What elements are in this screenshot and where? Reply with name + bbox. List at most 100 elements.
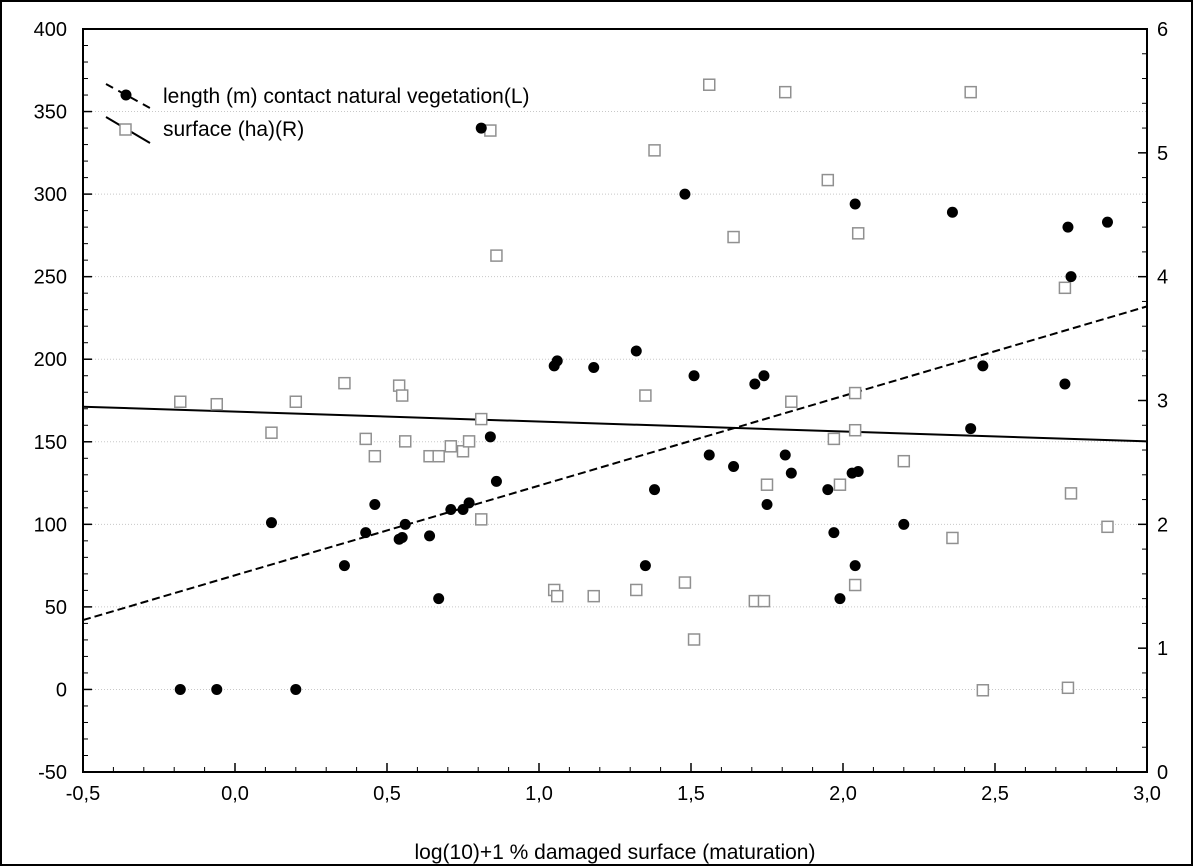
y-left-tick-label: 50 bbox=[45, 597, 67, 619]
point-length bbox=[475, 122, 487, 134]
point-surface bbox=[550, 589, 564, 603]
point-surface bbox=[265, 426, 278, 439]
point-surface bbox=[359, 432, 372, 446]
point-length bbox=[779, 449, 791, 461]
point-surface bbox=[474, 412, 488, 426]
point-surface bbox=[648, 144, 661, 157]
x-tick-label: 2,0 bbox=[829, 783, 857, 805]
legend-open-square-icon bbox=[119, 123, 132, 136]
legend-filled-circle-icon bbox=[120, 89, 132, 101]
point-length bbox=[639, 560, 651, 572]
point-length bbox=[588, 361, 600, 373]
point-surface bbox=[474, 513, 488, 526]
y-left-tick-label: 200 bbox=[34, 349, 67, 371]
point-length bbox=[977, 360, 989, 372]
point-length bbox=[338, 560, 350, 572]
point-length bbox=[360, 527, 372, 539]
point-length bbox=[849, 560, 861, 572]
point-surface bbox=[338, 376, 351, 390]
point-length bbox=[174, 683, 186, 695]
point-surface bbox=[827, 432, 841, 446]
point-length bbox=[679, 188, 691, 200]
point-surface bbox=[678, 576, 692, 589]
y-right-tick-label: 4 bbox=[1157, 267, 1168, 289]
point-length bbox=[369, 499, 381, 511]
axis-tick-labels: -50 0 50 100 150 200 250 300 350 400 0 1 2 3 4 5 6 -0,5 0,… bbox=[34, 19, 1169, 805]
point-surface bbox=[778, 85, 792, 99]
legend-item-surface: surface (ha)(R) bbox=[105, 116, 304, 144]
point-length bbox=[785, 467, 797, 479]
point-length bbox=[630, 345, 642, 357]
y-right-tick-label: 3 bbox=[1157, 391, 1168, 413]
x-tick-label: 2,5 bbox=[981, 783, 1009, 805]
point-surface bbox=[444, 440, 458, 453]
axis-ticks bbox=[82, 28, 1148, 773]
point-length bbox=[424, 530, 436, 542]
point-length bbox=[463, 497, 475, 509]
point-surface bbox=[687, 633, 701, 646]
point-length bbox=[551, 355, 563, 367]
point-surface bbox=[702, 78, 716, 91]
x-tick-label: 1,0 bbox=[525, 783, 553, 805]
point-surface bbox=[833, 478, 847, 491]
point-length bbox=[1101, 216, 1113, 228]
point-surface bbox=[1061, 681, 1075, 695]
point-length bbox=[852, 465, 864, 477]
point-surface bbox=[976, 684, 990, 697]
y-right-tick-label: 1 bbox=[1157, 638, 1168, 660]
point-length bbox=[828, 527, 840, 539]
y-right-tick-label: 0 bbox=[1157, 762, 1168, 784]
point-surface bbox=[1101, 520, 1114, 534]
y-left-tick-label: 100 bbox=[34, 514, 67, 536]
point-length bbox=[761, 499, 773, 511]
point-surface bbox=[848, 423, 862, 437]
legend: length (m) contact natural vegetation(L)… bbox=[105, 83, 530, 144]
gridlines bbox=[83, 111, 1147, 690]
y-left-tick-label: 400 bbox=[34, 19, 67, 41]
x-tick-label: 0,5 bbox=[373, 783, 401, 805]
point-surface bbox=[490, 249, 503, 262]
x-tick-label: 3,0 bbox=[1133, 783, 1161, 805]
point-surface bbox=[848, 578, 862, 592]
point-length bbox=[822, 484, 834, 496]
y-left-tick-label: 300 bbox=[34, 184, 67, 206]
y-right-tick-label: 2 bbox=[1157, 514, 1168, 536]
point-length bbox=[946, 206, 958, 218]
point-surface bbox=[757, 594, 771, 608]
legend-label-length: length (m) contact natural vegetation(L) bbox=[163, 85, 530, 108]
legend-item-length: length (m) contact natural vegetation(L) bbox=[105, 83, 530, 109]
point-surface bbox=[1064, 487, 1078, 500]
point-surface bbox=[727, 230, 740, 244]
point-surface bbox=[897, 454, 911, 468]
point-length bbox=[396, 532, 408, 544]
point-surface bbox=[821, 173, 835, 187]
point-surface bbox=[639, 389, 652, 402]
point-length bbox=[265, 517, 277, 529]
y-left-tick-label: 0 bbox=[56, 679, 67, 701]
point-length bbox=[849, 198, 861, 210]
point-surface bbox=[1058, 281, 1072, 295]
point-length bbox=[649, 484, 661, 496]
point-surface bbox=[395, 389, 409, 402]
point-length bbox=[758, 370, 770, 382]
point-surface bbox=[210, 397, 224, 411]
point-surface bbox=[587, 589, 600, 603]
point-length bbox=[1065, 271, 1077, 283]
point-length bbox=[433, 593, 445, 605]
point-length bbox=[688, 370, 700, 382]
y-right-tick-label: 5 bbox=[1157, 143, 1168, 165]
point-surface bbox=[630, 583, 643, 597]
point-surface bbox=[964, 85, 977, 99]
fit-line-length bbox=[82, 305, 1148, 622]
point-surface bbox=[946, 531, 959, 545]
point-length bbox=[490, 475, 502, 487]
point-length bbox=[834, 593, 846, 605]
point-length bbox=[1059, 378, 1071, 390]
point-surface bbox=[785, 395, 798, 408]
y-left-tick-label: 350 bbox=[34, 102, 67, 124]
point-length bbox=[1062, 221, 1074, 233]
point-length bbox=[965, 423, 977, 435]
point-length bbox=[445, 503, 457, 515]
